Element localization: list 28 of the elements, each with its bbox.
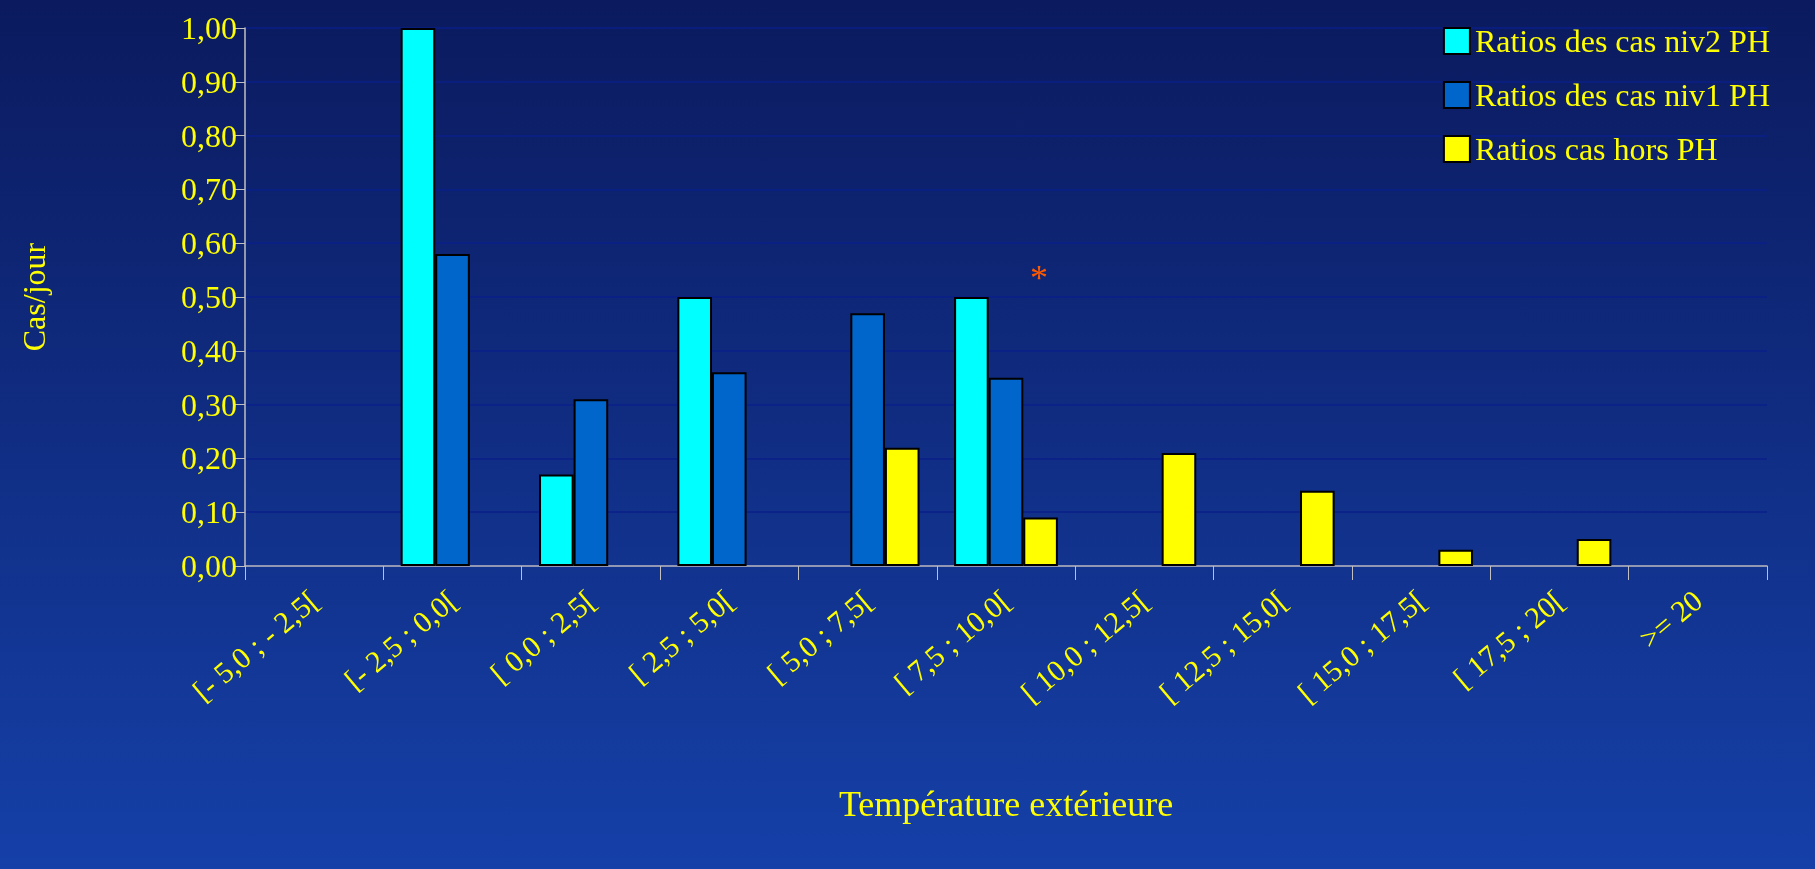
bar — [1300, 490, 1335, 566]
y-tick-label: 0,10 — [181, 494, 237, 531]
y-tick-label: 0,40 — [181, 332, 237, 369]
x-tick-label: [ 17,5 ; 20[ — [1446, 583, 1571, 695]
y-tick-label: 0,90 — [181, 63, 237, 100]
annotation: * — [1030, 258, 1048, 298]
y-tick-label: 1,00 — [181, 10, 237, 46]
legend-label: Ratios des cas niv2 PH — [1474, 23, 1770, 59]
x-tick-label: [ 5,0 ; 7,5[ — [760, 583, 879, 690]
x-tick-label: [ 0,0 ; 2,5[ — [483, 583, 602, 690]
bar — [1576, 539, 1612, 566]
y-tick-label: 0,50 — [181, 279, 237, 315]
y-tick-label: 0,00 — [181, 548, 237, 584]
x-tick-label: [- 5,0 ; - 2,5[ — [186, 583, 325, 708]
x-tick-label: >= 20 — [1632, 583, 1709, 655]
y-tick-label: 0,70 — [181, 171, 237, 208]
y-tick-label: 0,20 — [181, 440, 237, 477]
y-tick-label: 0,60 — [181, 225, 237, 262]
legend-label: Ratios cas hors PH — [1474, 131, 1718, 167]
y-axis-title: Cas/jour — [16, 242, 52, 352]
bar — [1161, 453, 1197, 566]
legend-label: Ratios des cas niv1 PH — [1474, 77, 1770, 113]
y-tick-label: 0,80 — [181, 117, 237, 154]
x-tick-label: [- 2,5 ; 0,0[ — [337, 583, 464, 696]
bar — [1438, 549, 1473, 566]
y-tick-label: 0,30 — [181, 386, 237, 423]
x-tick-label: [ 2,5 ; 5,0[ — [622, 583, 740, 690]
x-axis-title: Température extérieure — [838, 784, 1174, 824]
